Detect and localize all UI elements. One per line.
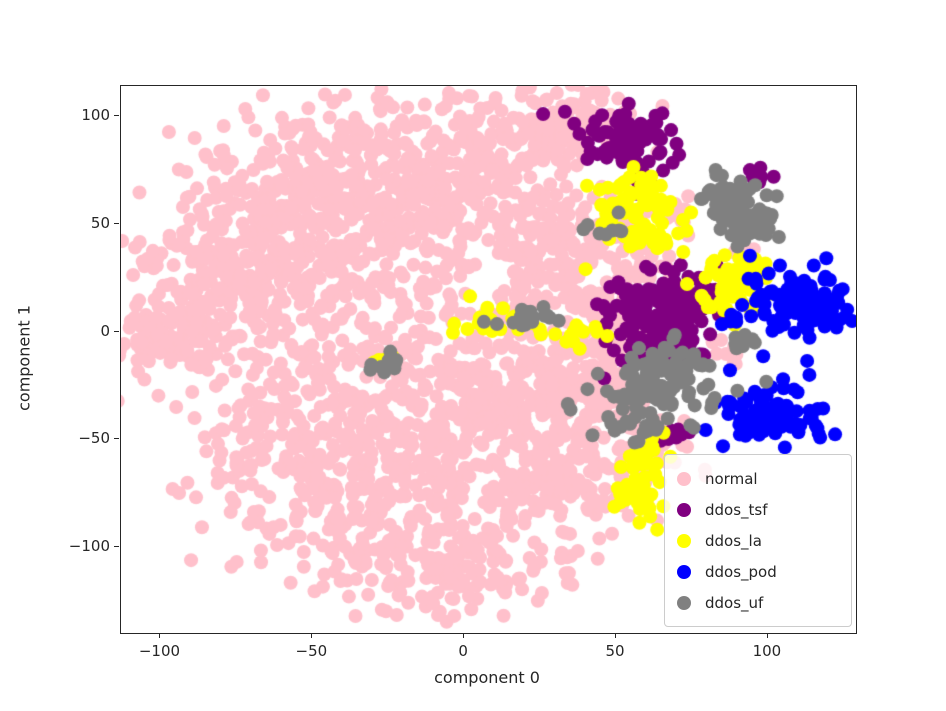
x-tick-label: 0 [458, 642, 468, 660]
legend-item-ddos-pod: ddos_pod [677, 556, 837, 587]
legend-label-ddos-pod: ddos_pod [705, 562, 777, 581]
legend: normal ddos_tsf ddos_la ddos_pod ddos_uf [664, 454, 852, 627]
y-tick-mark [114, 222, 119, 224]
x-tick-mark [311, 633, 313, 638]
legend-swatch-ddos-uf [677, 595, 691, 610]
y-axis-label: component 1 [14, 305, 34, 411]
x-tick-mark [159, 633, 161, 638]
legend-label-ddos-tsf: ddos_tsf [705, 500, 768, 519]
y-tick-mark [114, 545, 119, 547]
x-tick-mark [615, 633, 617, 638]
x-tick-mark [766, 633, 768, 638]
y-tick-mark [114, 438, 119, 440]
legend-swatch-ddos-la [677, 533, 691, 548]
legend-item-ddos-uf: ddos_uf [677, 587, 837, 618]
y-tick-label: 50 [90, 213, 110, 232]
legend-item-ddos-la: ddos_la [677, 525, 837, 556]
x-tick-label: −50 [295, 642, 328, 660]
legend-label-normal: normal [705, 469, 758, 488]
y-tick-label: 100 [81, 106, 110, 125]
x-tick-label: 100 [752, 642, 782, 660]
x-tick-mark [463, 633, 465, 638]
y-tick-mark [114, 330, 119, 332]
legend-item-ddos-tsf: ddos_tsf [677, 494, 837, 525]
legend-swatch-normal [677, 471, 691, 486]
legend-label-ddos-la: ddos_la [705, 531, 762, 550]
legend-item-normal: normal [677, 463, 837, 494]
x-axis-label: component 0 [434, 668, 540, 687]
legend-swatch-ddos-tsf [677, 502, 691, 517]
y-tick-label: 0 [100, 321, 110, 340]
x-tick-label: 50 [605, 642, 625, 660]
y-tick-mark [114, 115, 119, 117]
legend-swatch-ddos-pod [677, 564, 691, 579]
plot-area: normal ddos_tsf ddos_la ddos_pod ddos_uf [120, 85, 857, 634]
y-tick-label: −50 [78, 429, 110, 448]
y-tick-label: −100 [68, 536, 110, 555]
x-tick-label: −100 [138, 642, 181, 660]
legend-label-ddos-uf: ddos_uf [705, 593, 764, 612]
